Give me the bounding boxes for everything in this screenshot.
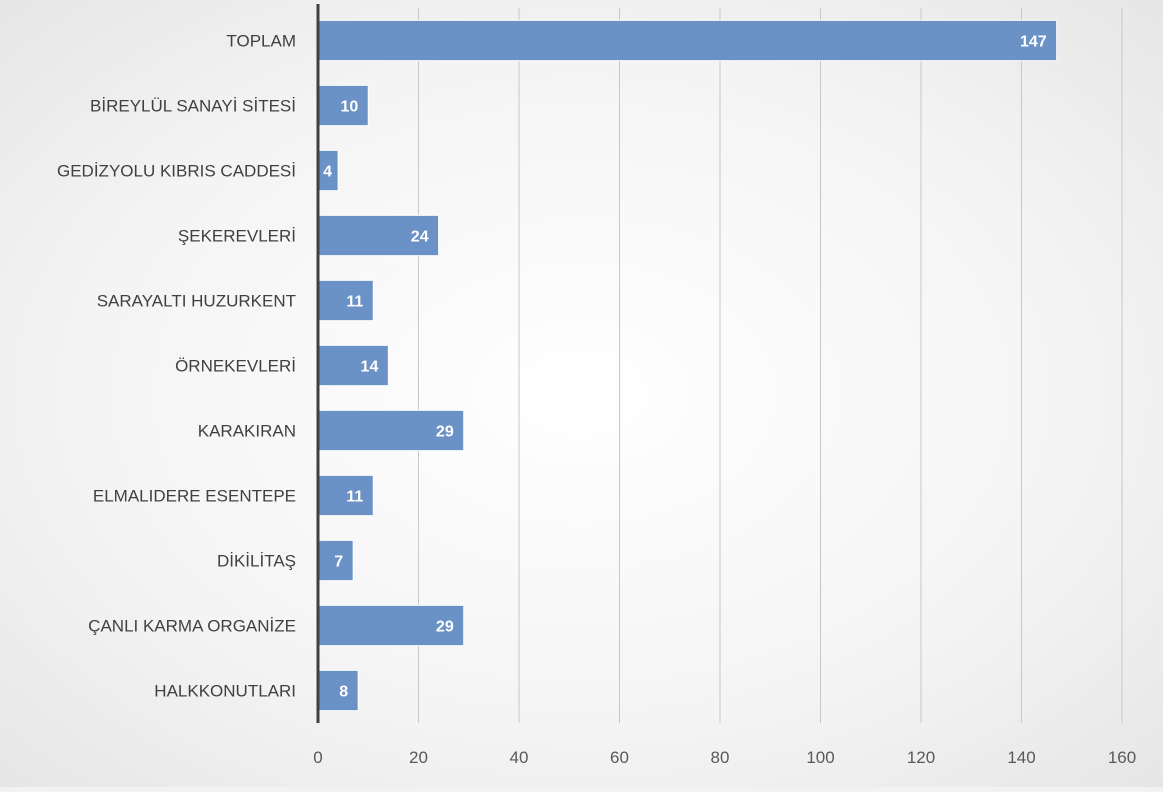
data-label: 4 (323, 164, 332, 181)
gridlines (418, 8, 1123, 723)
category-label: ELMALIDERE ESENTEPE (93, 487, 296, 506)
x-tick-label: 120 (907, 748, 935, 767)
bar (317, 539, 354, 582)
category-label: ŞEKEREVLERİ (178, 227, 296, 246)
category-label: ÖRNEKEVLERİ (175, 357, 296, 376)
data-label: 29 (436, 424, 454, 441)
data-label: 8 (339, 684, 348, 701)
x-tick-label: 80 (711, 748, 730, 767)
bar (317, 344, 389, 387)
x-tick-label: 100 (806, 748, 834, 767)
data-label: 7 (334, 554, 343, 571)
bar (317, 669, 359, 712)
x-tick-label: 0 (313, 748, 322, 767)
category-label: GEDİZYOLU KIBRIS CADDESİ (57, 162, 296, 181)
data-label: 10 (340, 99, 358, 116)
category-label: HALKKONUTLARI (154, 682, 296, 701)
x-tick-label: 60 (610, 748, 629, 767)
bar (317, 604, 465, 647)
bar (317, 409, 465, 452)
data-label: 147 (1020, 34, 1047, 51)
category-label: DİKİLİTAŞ (217, 552, 296, 571)
data-labels: 147 10 4 24 11 14 29 11 7 29 8 (323, 34, 1047, 701)
data-label: 11 (346, 294, 363, 311)
data-label: 29 (436, 619, 454, 636)
bar (317, 214, 440, 257)
category-label: TOPLAM (226, 32, 296, 51)
category-label: KARAKIRAN (198, 422, 296, 441)
x-tick-label: 20 (409, 748, 428, 767)
x-tick-label: 40 (510, 748, 529, 767)
data-label: 14 (361, 359, 379, 376)
category-labels: TOPLAM BİREYLÜL SANAYİ SİTESİ GEDİZYOLU KI… (57, 32, 296, 701)
bars (317, 19, 1058, 712)
x-axis-ticks: 0 20 40 60 80 100 120 140 160 (313, 748, 1136, 767)
category-label: BİREYLÜL SANAYİ SİTESİ (90, 97, 296, 116)
category-label: SARAYALTI HUZURKENT (97, 292, 296, 311)
category-label: ÇANLI KARMA ORGANİZE (88, 617, 296, 636)
data-label: 11 (346, 489, 363, 506)
bar (317, 474, 374, 517)
bar (317, 19, 1058, 62)
data-label: 24 (411, 229, 429, 246)
x-tick-label: 160 (1108, 748, 1136, 767)
x-tick-label: 140 (1007, 748, 1035, 767)
